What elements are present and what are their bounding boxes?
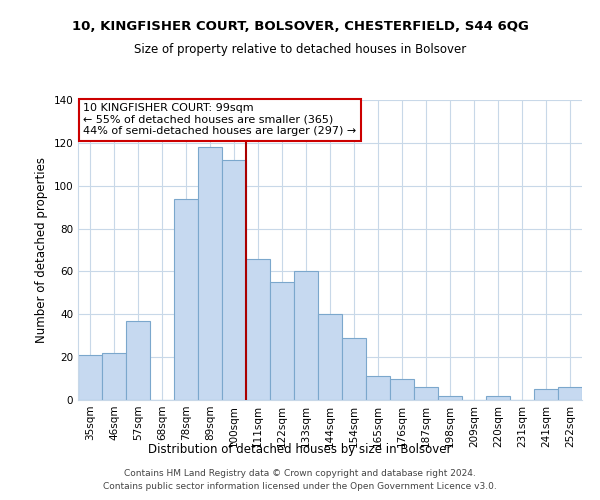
Bar — [78, 355, 102, 400]
Bar — [102, 353, 126, 400]
Bar — [486, 396, 510, 400]
Bar — [222, 160, 246, 400]
Bar — [366, 376, 390, 400]
Text: Distribution of detached houses by size in Bolsover: Distribution of detached houses by size … — [148, 442, 452, 456]
Y-axis label: Number of detached properties: Number of detached properties — [35, 157, 48, 343]
Text: 10, KINGFISHER COURT, BOLSOVER, CHESTERFIELD, S44 6QG: 10, KINGFISHER COURT, BOLSOVER, CHESTERF… — [71, 20, 529, 33]
Bar — [174, 198, 198, 400]
Bar — [342, 338, 366, 400]
Bar — [318, 314, 342, 400]
Bar — [198, 147, 222, 400]
Text: Contains HM Land Registry data © Crown copyright and database right 2024.: Contains HM Land Registry data © Crown c… — [124, 468, 476, 477]
Bar — [126, 320, 150, 400]
Bar — [414, 387, 438, 400]
Text: Size of property relative to detached houses in Bolsover: Size of property relative to detached ho… — [134, 42, 466, 56]
Bar — [270, 282, 294, 400]
Bar — [390, 378, 414, 400]
Bar — [246, 258, 270, 400]
Text: 10 KINGFISHER COURT: 99sqm
← 55% of detached houses are smaller (365)
44% of sem: 10 KINGFISHER COURT: 99sqm ← 55% of deta… — [83, 103, 356, 136]
Bar — [558, 387, 582, 400]
Bar — [294, 272, 318, 400]
Text: Contains public sector information licensed under the Open Government Licence v3: Contains public sector information licen… — [103, 482, 497, 491]
Bar — [438, 396, 462, 400]
Bar — [534, 390, 558, 400]
